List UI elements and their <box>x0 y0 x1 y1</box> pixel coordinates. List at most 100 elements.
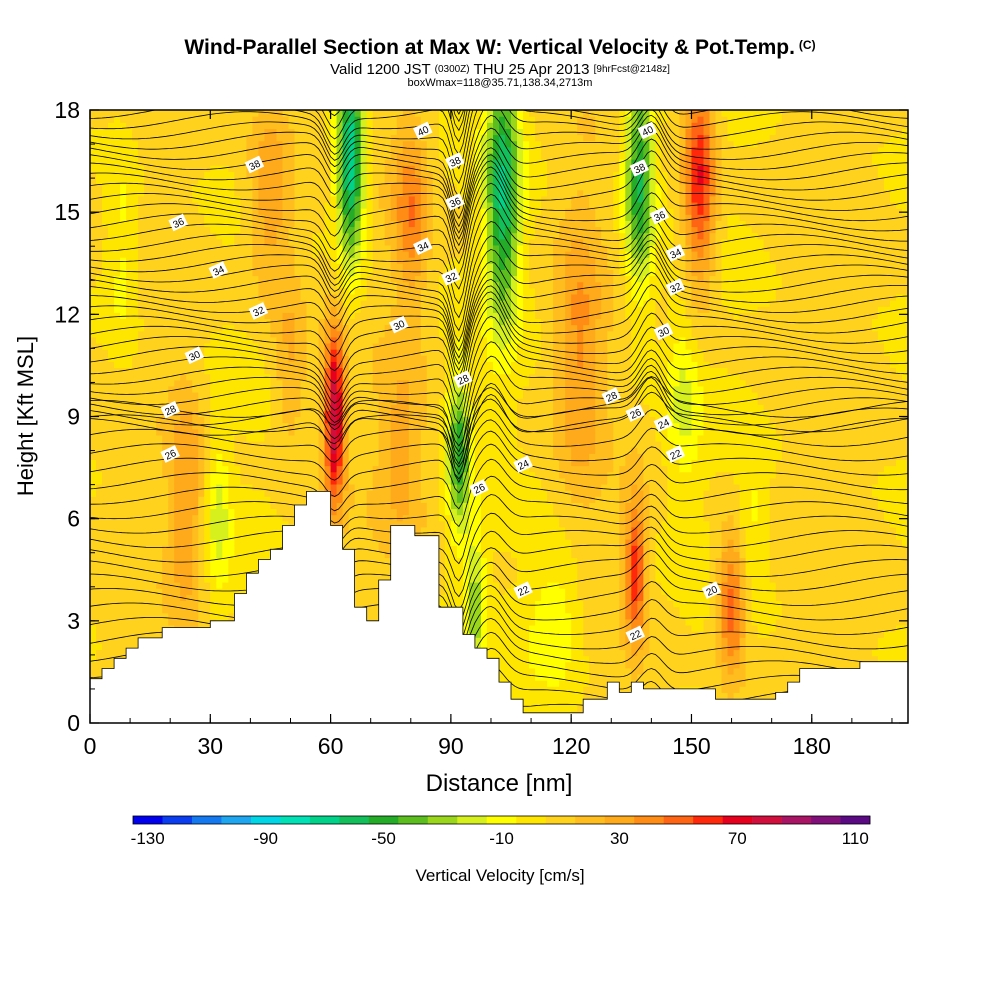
velocity-cell <box>180 312 187 320</box>
velocity-cell <box>138 373 145 381</box>
velocity-cell <box>282 465 290 473</box>
velocity-cell <box>324 257 332 264</box>
velocity-cell <box>240 293 247 301</box>
velocity-cell <box>246 269 253 277</box>
velocity-cell <box>108 508 115 516</box>
velocity-cell <box>366 116 374 123</box>
velocity-cell <box>294 465 302 473</box>
velocity-cell <box>210 471 217 479</box>
velocity-cell <box>312 177 320 185</box>
velocity-cell <box>300 459 308 467</box>
velocity-cell <box>120 434 127 442</box>
velocity-cell <box>138 238 145 246</box>
velocity-cell <box>150 422 157 430</box>
velocity-cell <box>246 563 253 571</box>
velocity-cell <box>324 208 332 215</box>
velocity-cell <box>228 441 235 448</box>
velocity-cell <box>282 416 290 424</box>
velocity-cell <box>276 201 284 209</box>
velocity-cell <box>276 532 284 540</box>
velocity-cell <box>96 582 103 589</box>
velocity-cell <box>264 404 272 411</box>
velocity-cell <box>168 238 175 246</box>
velocity-cell <box>360 545 368 552</box>
velocity-cell <box>90 281 97 289</box>
velocity-cell <box>156 385 163 393</box>
velocity-cell <box>366 508 374 516</box>
velocity-cell <box>300 453 308 461</box>
velocity-cell <box>204 342 211 350</box>
velocity-cell <box>258 244 266 252</box>
velocity-cell <box>168 526 175 534</box>
velocity-cell <box>210 582 217 589</box>
velocity-cell <box>96 300 103 307</box>
velocity-cell <box>252 189 260 197</box>
velocity-cell <box>348 539 356 546</box>
velocity-cell <box>354 526 362 534</box>
velocity-cell <box>192 140 199 148</box>
velocity-cell <box>378 453 386 461</box>
velocity-cell <box>276 526 284 534</box>
velocity-cell <box>282 434 290 442</box>
velocity-cell <box>270 441 278 448</box>
velocity-cell <box>108 385 115 393</box>
velocity-cell <box>120 447 127 454</box>
velocity-cell <box>252 244 260 252</box>
velocity-cell <box>96 244 103 252</box>
velocity-cell <box>342 183 350 191</box>
velocity-cell <box>150 379 157 387</box>
velocity-cell <box>294 483 302 491</box>
velocity-cell <box>174 152 181 160</box>
velocity-cell <box>120 171 127 179</box>
velocity-cell <box>384 532 392 540</box>
velocity-cell <box>96 324 103 332</box>
velocity-cell <box>102 582 109 589</box>
velocity-cell <box>120 582 127 589</box>
velocity-cell <box>126 208 133 215</box>
velocity-cell <box>150 116 157 123</box>
velocity-cell <box>210 134 217 142</box>
velocity-cell <box>186 177 193 185</box>
velocity-cell <box>366 349 374 356</box>
velocity-cell <box>168 152 175 160</box>
velocity-cell <box>114 171 121 179</box>
velocity-cell <box>132 490 139 497</box>
velocity-cell <box>96 447 103 454</box>
velocity-cell <box>282 306 290 313</box>
velocity-cell <box>96 214 103 221</box>
velocity-cell <box>138 545 145 552</box>
velocity-cell <box>174 263 181 270</box>
velocity-cell <box>246 391 253 399</box>
velocity-cell <box>348 122 356 129</box>
velocity-cell <box>336 379 344 387</box>
velocity-cell <box>192 324 199 332</box>
velocity-cell <box>114 201 121 209</box>
velocity-cell <box>312 318 320 326</box>
velocity-cell <box>174 391 181 399</box>
velocity-cell <box>288 177 296 185</box>
velocity-cell <box>378 201 386 209</box>
velocity-cell <box>372 330 380 338</box>
velocity-cell <box>180 594 187 601</box>
velocity-cell <box>234 201 241 209</box>
velocity-cell <box>240 312 247 320</box>
velocity-cell <box>198 128 205 136</box>
velocity-cell <box>186 342 193 350</box>
velocity-cell <box>360 195 368 203</box>
velocity-cell <box>288 441 296 448</box>
velocity-cell <box>252 361 260 369</box>
velocity-cell <box>186 287 193 295</box>
velocity-cell <box>174 606 181 614</box>
velocity-cell <box>180 226 187 234</box>
velocity-cell <box>372 201 380 209</box>
velocity-cell <box>342 165 350 172</box>
velocity-cell <box>144 232 151 240</box>
velocity-cell <box>90 453 97 461</box>
velocity-cell <box>306 477 314 485</box>
velocity-cell <box>252 532 260 540</box>
velocity-cell <box>228 398 235 405</box>
velocity-cell <box>90 201 97 209</box>
velocity-cell <box>366 330 374 338</box>
velocity-cell <box>126 410 133 418</box>
velocity-cell <box>108 189 115 197</box>
